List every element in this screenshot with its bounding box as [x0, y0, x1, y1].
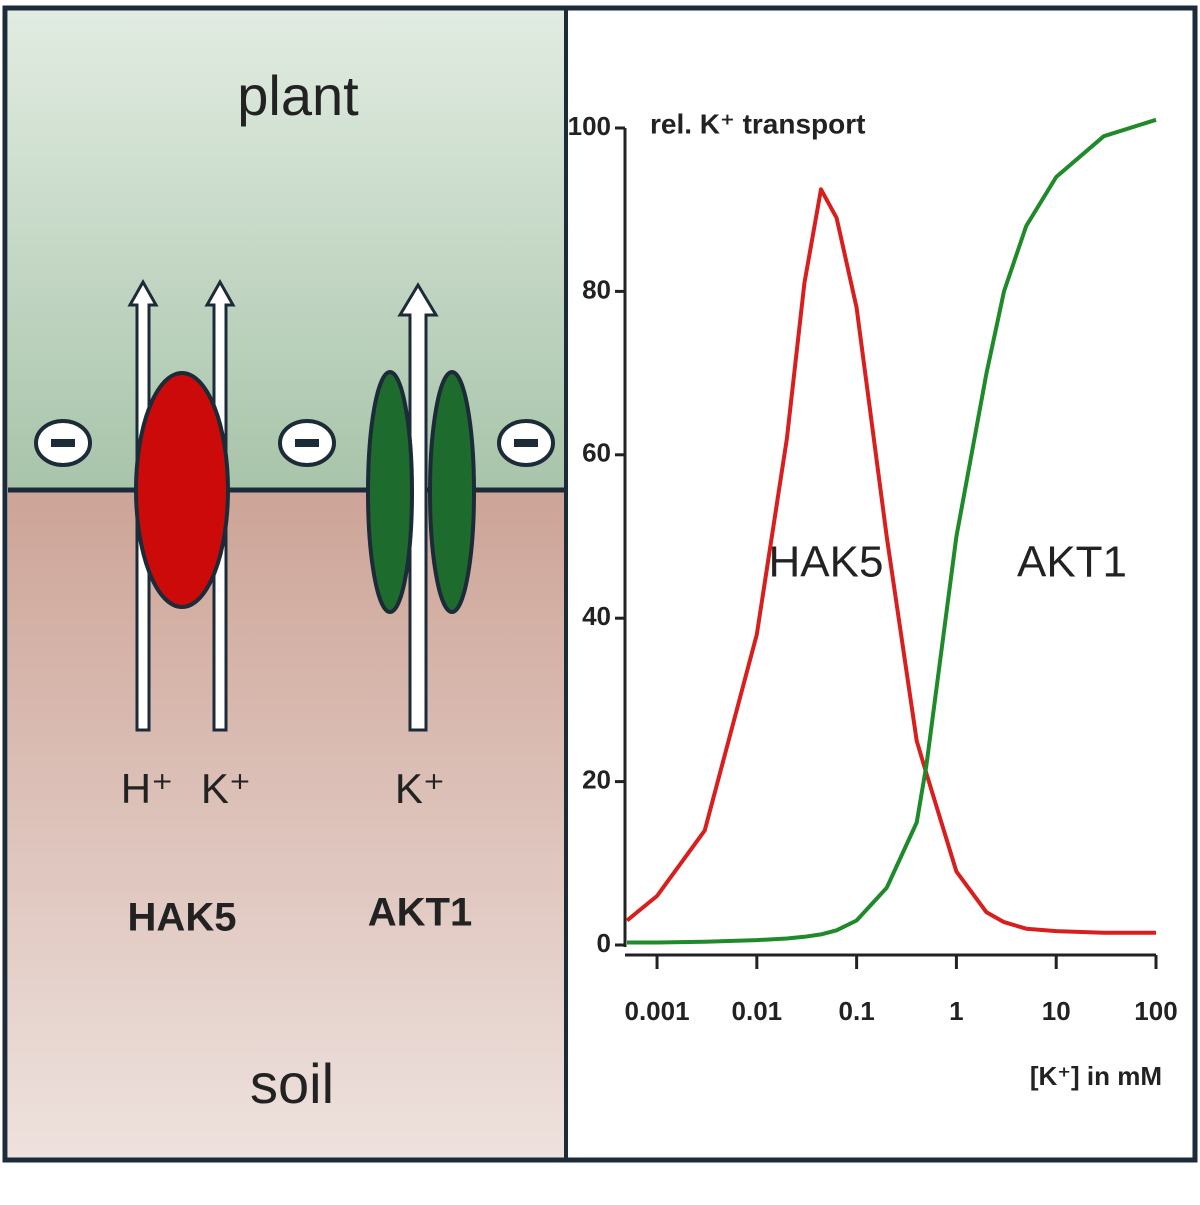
y-axis-label: rel. K⁺ transport	[650, 108, 865, 139]
transporter-name: AKT1	[368, 891, 472, 935]
akt1-subunit	[366, 370, 414, 614]
y-tick-label: 40	[582, 601, 611, 631]
frame	[2, 5, 1198, 1163]
hak5-transporter	[134, 371, 230, 609]
y-tick-label: 100	[568, 111, 611, 141]
x-tick-label: 0.01	[732, 996, 783, 1026]
y-tick-label: 0	[597, 928, 611, 958]
soil-label: soil	[250, 1052, 334, 1115]
akt1-subunit	[428, 370, 476, 614]
plot: 0 20 40 60 80 100 0.001 0.01 0.1 1 10 100 HAK5 AKT1	[568, 111, 1178, 1026]
chart-panel	[566, 8, 1193, 1160]
ion-label: H⁺	[121, 765, 174, 812]
y-tick-label: 80	[582, 274, 611, 304]
x-tick-label: 1	[949, 996, 963, 1026]
soil-region	[8, 490, 566, 1160]
y-tick-label: 20	[582, 764, 611, 794]
plant-region	[8, 8, 566, 490]
x-tick-label: 10	[1042, 996, 1071, 1026]
plant-label: plant	[237, 64, 359, 127]
transporter-name: HAK5	[128, 896, 237, 940]
series-label: AKT1	[1017, 538, 1127, 587]
ion-label: K⁺	[395, 765, 445, 812]
x-tick-label: 0.001	[625, 996, 690, 1026]
minus-signs	[51, 439, 538, 447]
x-tick-label: 0.1	[839, 996, 875, 1026]
series-line	[625, 187, 1156, 935]
x-axis-label: [K⁺] in mM	[1030, 1061, 1162, 1091]
y-tick-label: 60	[582, 438, 611, 468]
series-label: HAK5	[769, 538, 884, 587]
x-tick-label: 100	[1134, 996, 1177, 1026]
ion-label: K⁺	[201, 765, 251, 812]
series-line	[627, 117, 1157, 945]
